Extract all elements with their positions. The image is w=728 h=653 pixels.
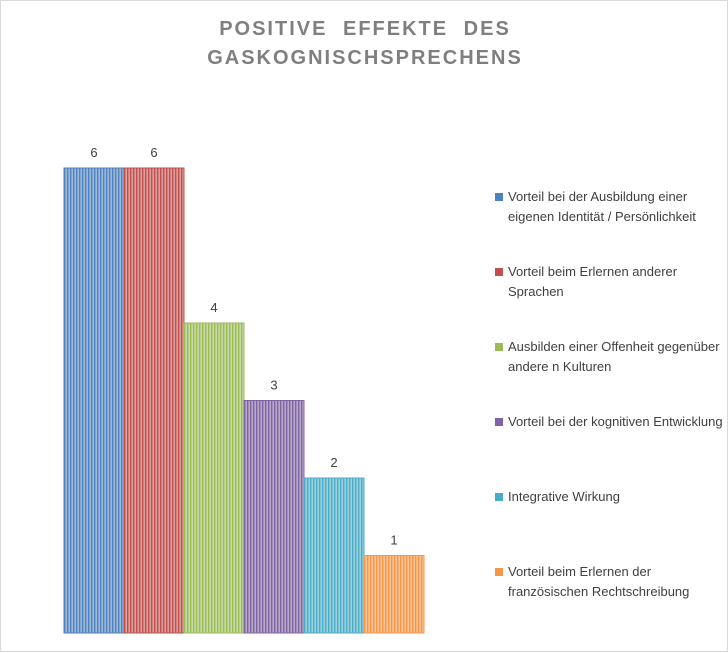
legend-item-3: Ausbilden einer Offenheit gegenüber ande… (495, 337, 725, 412)
bar-6 (363, 555, 425, 634)
legend-item-6: Vorteil beim Erlernen der französischen … (495, 562, 725, 637)
bar-1 (63, 167, 125, 634)
legend-swatch-6 (495, 568, 503, 576)
legend-label-5: Integrative Wirkung (508, 489, 620, 504)
bar-4 (243, 400, 305, 634)
legend-swatch-4 (495, 418, 503, 426)
legend-swatch-1 (495, 193, 503, 201)
bars-layer (63, 167, 425, 634)
legend-swatch-3 (495, 343, 503, 351)
data-label-1: 6 (90, 145, 97, 160)
chart-title-line-2: GASKOGNISCHSPRECHENS (207, 47, 523, 69)
legend-swatch-5 (495, 493, 503, 501)
data-label-2: 6 (150, 145, 157, 160)
legend-label-4: Vorteil bei der kognitiven Entwicklung (508, 414, 723, 429)
data-label-6: 1 (390, 533, 397, 548)
bar-3 (183, 322, 245, 634)
bar-5 (303, 477, 365, 634)
legend-item-5: Integrative Wirkung (495, 487, 725, 562)
data-label-3: 4 (210, 300, 217, 315)
legend: Vorteil bei der Ausbildung einer eigenen… (495, 187, 725, 637)
bar-2 (123, 167, 185, 634)
legend-item-4: Vorteil bei der kognitiven Entwicklung (495, 412, 725, 487)
legend-item-1: Vorteil bei der Ausbildung einer eigenen… (495, 187, 725, 262)
legend-label-3: Ausbilden einer Offenheit gegenüber ande… (508, 339, 720, 374)
chart-title: POSITIVE EFFEKTE DES GASKOGNISCHSPRECHEN… (1, 15, 728, 73)
legend-swatch-2 (495, 268, 503, 276)
legend-label-6: Vorteil beim Erlernen der französischen … (508, 564, 690, 599)
data-label-5: 2 (330, 455, 337, 470)
data-label-4: 3 (270, 378, 277, 393)
data-labels-layer: 6 6 4 3 2 1 (90, 145, 397, 548)
legend-label-1: Vorteil bei der Ausbildung einer eigenen… (508, 189, 696, 224)
legend-item-2: Vorteil beim Erlernen anderer Sprachen (495, 262, 725, 337)
legend-label-2: Vorteil beim Erlernen anderer Sprachen (508, 264, 678, 299)
chart-title-line-1: POSITIVE EFFEKTE DES (219, 18, 511, 40)
